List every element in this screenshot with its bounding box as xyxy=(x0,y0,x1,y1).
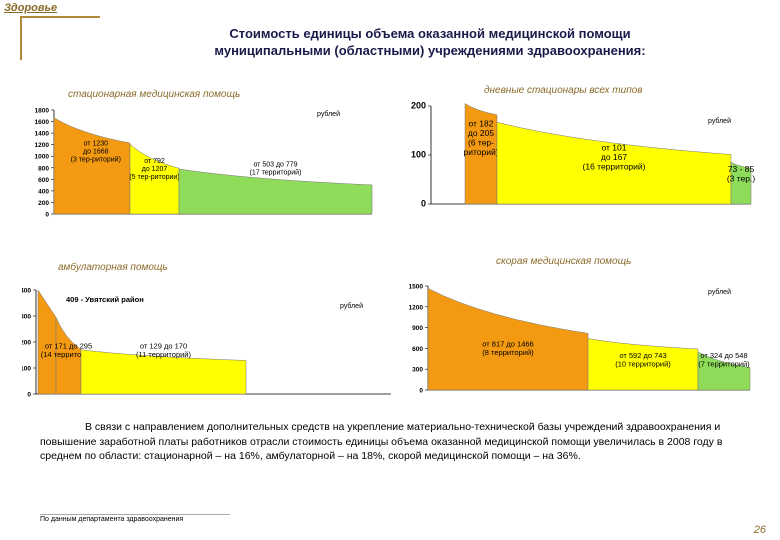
segment-label: от 129 до 170 xyxy=(140,341,187,350)
unit-day-hospital: рублей xyxy=(708,118,731,125)
segment-label: до 1668 xyxy=(83,148,109,155)
y-tick-label: 0 xyxy=(419,388,423,395)
y-tick-label: 400 xyxy=(22,288,31,295)
area-segment-green xyxy=(178,168,373,215)
summary-paragraph: В связи с направлением дополнительных ср… xyxy=(40,420,745,464)
y-tick-label: 200 xyxy=(38,200,49,207)
annotation-label: 409 - Увятский район xyxy=(66,295,144,304)
area-segment-yellow xyxy=(496,121,732,205)
y-tick-label: 200 xyxy=(411,101,426,111)
segment-label: (6 тер- xyxy=(468,137,494,147)
area-segment-green xyxy=(730,161,752,205)
y-tick-label: 1500 xyxy=(409,284,424,291)
chart-emergency: 0 300 600 900 1200 1500 от 817 до 1466(8 терри… xyxy=(409,284,751,395)
segment-label: от 792 xyxy=(144,158,165,165)
y-tick-label: 100 xyxy=(411,150,426,160)
chart-title-emergency: скорая медицинская помощь xyxy=(496,256,632,267)
y-tick-label: 400 xyxy=(38,188,49,195)
y-tick-label: 600 xyxy=(38,177,49,184)
segment-label: 73 - 85 xyxy=(728,164,755,174)
summary-text: В связи с направлением дополнительных ср… xyxy=(40,421,723,462)
segment-label: от 324 до 548 xyxy=(700,351,747,360)
page-title-line2: муниципальными (областными) учреждениями… xyxy=(214,43,646,58)
segment-label: от 101 xyxy=(602,143,627,153)
y-tick-label: 1000 xyxy=(35,154,50,161)
y-tick-label: 0 xyxy=(45,212,49,219)
segment-label: (5 тер-ритории) xyxy=(129,174,179,181)
segment-label: (3 тер.) xyxy=(727,173,755,183)
y-tick-label: 200 xyxy=(22,340,31,347)
y-tick-label: 0 xyxy=(421,199,426,209)
y-tick-label: 300 xyxy=(412,367,423,374)
chart-title-day-hospital: дневные стационары всех типов xyxy=(484,85,643,96)
segment-label: (8 территорий) xyxy=(482,348,534,357)
chart-inpatient: 0 200 400 600 800 1000 1200 1400 1600 1800 от 1230… xyxy=(35,108,373,219)
segment-label: (16 территорий) xyxy=(583,162,646,172)
segment-label: риторий) xyxy=(463,147,498,157)
segment-label: (10 территорий) xyxy=(615,359,671,368)
area-segment-yellow xyxy=(129,143,180,215)
unit-inpatient: рублей xyxy=(317,111,340,118)
page-number: 26 xyxy=(753,524,766,536)
area-segment-orange xyxy=(55,317,82,395)
area-segment-orange xyxy=(464,103,498,205)
unit-outpatient: рублей xyxy=(340,303,363,310)
page-title-line1: Стоимость единицы объема оказанной медиц… xyxy=(229,26,631,41)
segment-label: (3 тер-риторий) xyxy=(71,155,121,163)
area-segment-yellow xyxy=(587,338,699,391)
segment-label: от 1230 xyxy=(84,140,109,147)
y-tick-label: 800 xyxy=(38,165,49,172)
section-tag: Здоровье xyxy=(4,2,58,14)
header-underline xyxy=(20,16,100,18)
chart-title-inpatient: стационарная медицинская помощь xyxy=(68,89,241,100)
y-tick-label: 300 xyxy=(22,314,31,321)
area-segment-green xyxy=(697,351,751,391)
y-tick-label: 100 xyxy=(22,366,31,373)
y-tick-label: 900 xyxy=(412,325,423,332)
segment-label: от 171 до 295 xyxy=(45,341,92,350)
area-segment-orange xyxy=(53,117,131,215)
segment-label: до 167 xyxy=(601,152,628,162)
unit-emergency: рублей xyxy=(708,289,731,296)
segment-label: от 182 xyxy=(469,118,494,128)
area-segment-yellow xyxy=(80,349,247,395)
y-tick-label: 1400 xyxy=(35,131,50,138)
segment-label: до 1207 xyxy=(142,166,168,173)
page-title: Стоимость единицы объема оказанной медиц… xyxy=(150,25,710,59)
y-tick-label: 1800 xyxy=(35,108,50,115)
chart-title-outpatient: амбулаторная помощь xyxy=(58,262,168,273)
segment-label: от 592 до 743 xyxy=(619,351,666,360)
segment-label: от 817 до 1466 xyxy=(482,339,533,348)
y-tick-label: 1200 xyxy=(409,304,424,311)
footnote: По данным департамента здравоохранения xyxy=(40,514,230,523)
y-tick-label: 600 xyxy=(412,346,423,353)
chart-outpatient: 0 100 200 300 400 409 - Увятский район от 171 … xyxy=(22,288,391,399)
segment-label: (11 территорий) xyxy=(136,350,191,359)
area-segment-orange xyxy=(427,287,589,391)
segment-label: от 503 до 779 xyxy=(253,161,297,168)
segment-label: (7 территорий) xyxy=(698,359,750,368)
segment-label: (17 территорий) xyxy=(250,168,302,176)
y-tick-label: 1200 xyxy=(35,142,50,149)
y-tick-label: 1600 xyxy=(35,119,50,126)
segment-label: (14 территорий) xyxy=(41,350,97,359)
y-tick-label: 0 xyxy=(27,392,31,399)
segment-label: до 205 xyxy=(468,128,495,138)
header-divider xyxy=(20,16,22,60)
